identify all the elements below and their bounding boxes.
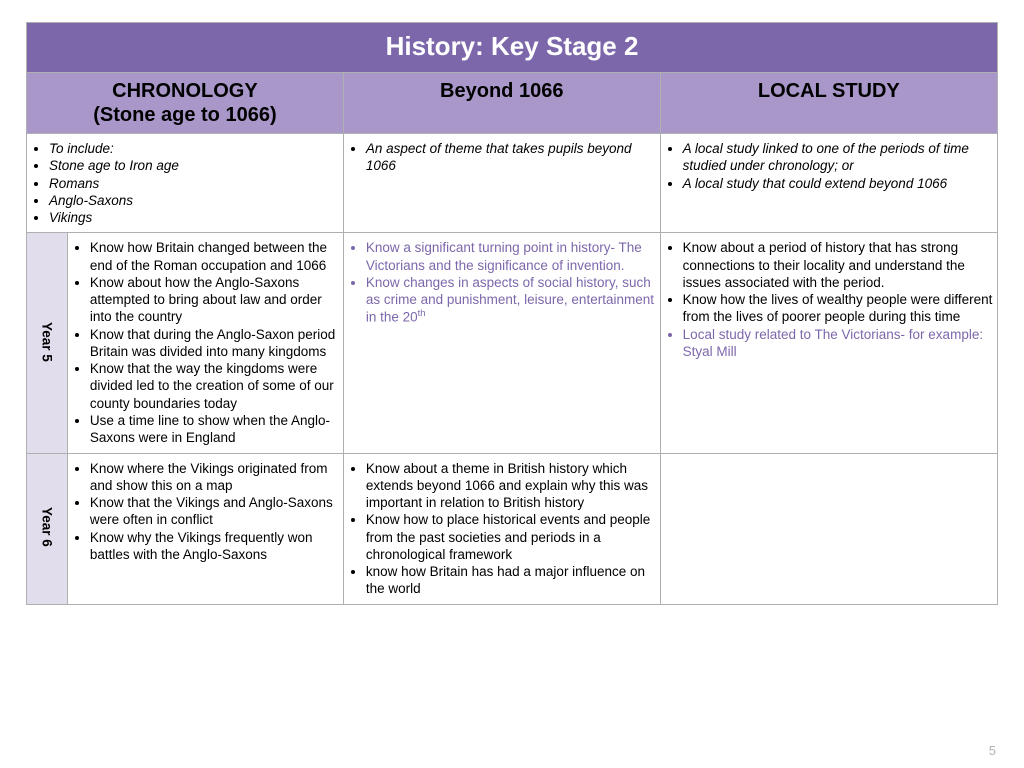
desc-list-col2: An aspect of theme that takes pupils bey…: [348, 140, 656, 175]
list-item: Anglo-Saxons: [49, 192, 339, 209]
list-item: Know changes in aspects of social histor…: [366, 274, 656, 326]
list-item: Know why the Vikings frequently won batt…: [90, 529, 339, 564]
list-item: Know a significant turning point in hist…: [366, 239, 656, 274]
content-cell: Know where the Vikings originated from a…: [67, 453, 343, 604]
table-title: History: Key Stage 2: [27, 23, 998, 73]
content-list: Know where the Vikings originated from a…: [72, 460, 339, 564]
list-item: Know about how the Anglo-Saxons attempte…: [90, 274, 339, 326]
table-row: Year 5 Know how Britain changed between t…: [27, 233, 998, 453]
list-item: Stone age to Iron age: [49, 157, 339, 174]
content-list: Know about a theme in British history wh…: [348, 460, 656, 598]
list-item: Local study related to The Victorians- f…: [683, 326, 993, 361]
content-list: Know a significant turning point in hist…: [348, 239, 656, 326]
header-chronology: CHRONOLOGY (Stone age to 1066): [27, 73, 344, 134]
list-item: Know how the lives of wealthy people wer…: [683, 291, 993, 326]
curriculum-table: History: Key Stage 2 CHRONOLOGY (Stone a…: [26, 22, 998, 605]
content-cell: [660, 453, 997, 604]
list-item: Know how Britain changed between the end…: [90, 239, 339, 274]
content-cell: Know a significant turning point in hist…: [343, 233, 660, 453]
desc-list-col1: To include:Stone age to Iron ageRomansAn…: [31, 140, 339, 226]
header-local: LOCAL STUDY: [660, 73, 997, 134]
page-number: 5: [989, 743, 996, 758]
desc-chronology: To include:Stone age to Iron ageRomansAn…: [27, 134, 344, 233]
list-item: A local study linked to one of the perio…: [683, 140, 993, 175]
header-beyond: Beyond 1066: [343, 73, 660, 134]
content-cell: Know how Britain changed between the end…: [67, 233, 343, 453]
description-row: To include:Stone age to Iron ageRomansAn…: [27, 134, 998, 233]
list-item: Romans: [49, 175, 339, 192]
header-col1-line1: CHRONOLOGY: [112, 80, 258, 102]
header-row: CHRONOLOGY (Stone age to 1066) Beyond 10…: [27, 73, 998, 134]
list-item: Know that the Vikings and Anglo-Saxons w…: [90, 494, 339, 529]
list-item: Use a time line to show when the Anglo-S…: [90, 412, 339, 447]
year-label: Year 5: [39, 322, 54, 362]
list-item: Know how to place historical events and …: [366, 511, 656, 563]
list-item: To include:: [49, 140, 339, 157]
year-rows-body: Year 5 Know how Britain changed between t…: [27, 233, 998, 604]
list-item: Vikings: [49, 209, 339, 226]
content-cell: Know about a theme in British history wh…: [343, 453, 660, 604]
year-label-cell: Year 5: [27, 233, 68, 453]
list-item: An aspect of theme that takes pupils bey…: [366, 140, 656, 175]
list-item: Know where the Vikings originated from a…: [90, 460, 339, 495]
list-item: A local study that could extend beyond 1…: [683, 175, 993, 192]
header-col1-line2: (Stone age to 1066): [93, 104, 276, 126]
table-row: Year 6 Know where the Vikings originated …: [27, 453, 998, 604]
year-label-cell: Year 6: [27, 453, 68, 604]
desc-local: A local study linked to one of the perio…: [660, 134, 997, 233]
list-item: Know about a theme in British history wh…: [366, 460, 656, 512]
list-item: Know that the way the kingdoms were divi…: [90, 360, 339, 412]
desc-list-col3: A local study linked to one of the perio…: [665, 140, 993, 192]
title-row: History: Key Stage 2: [27, 23, 998, 73]
desc-beyond: An aspect of theme that takes pupils bey…: [343, 134, 660, 233]
year-label: Year 6: [39, 507, 54, 547]
content-list: Know how Britain changed between the end…: [72, 239, 339, 446]
list-item: Know about a period of history that has …: [683, 239, 993, 291]
list-item: know how Britain has had a major influen…: [366, 563, 656, 598]
content-cell: Know about a period of history that has …: [660, 233, 997, 453]
content-list: Know about a period of history that has …: [665, 239, 993, 360]
list-item: Know that during the Anglo-Saxon period …: [90, 326, 339, 361]
